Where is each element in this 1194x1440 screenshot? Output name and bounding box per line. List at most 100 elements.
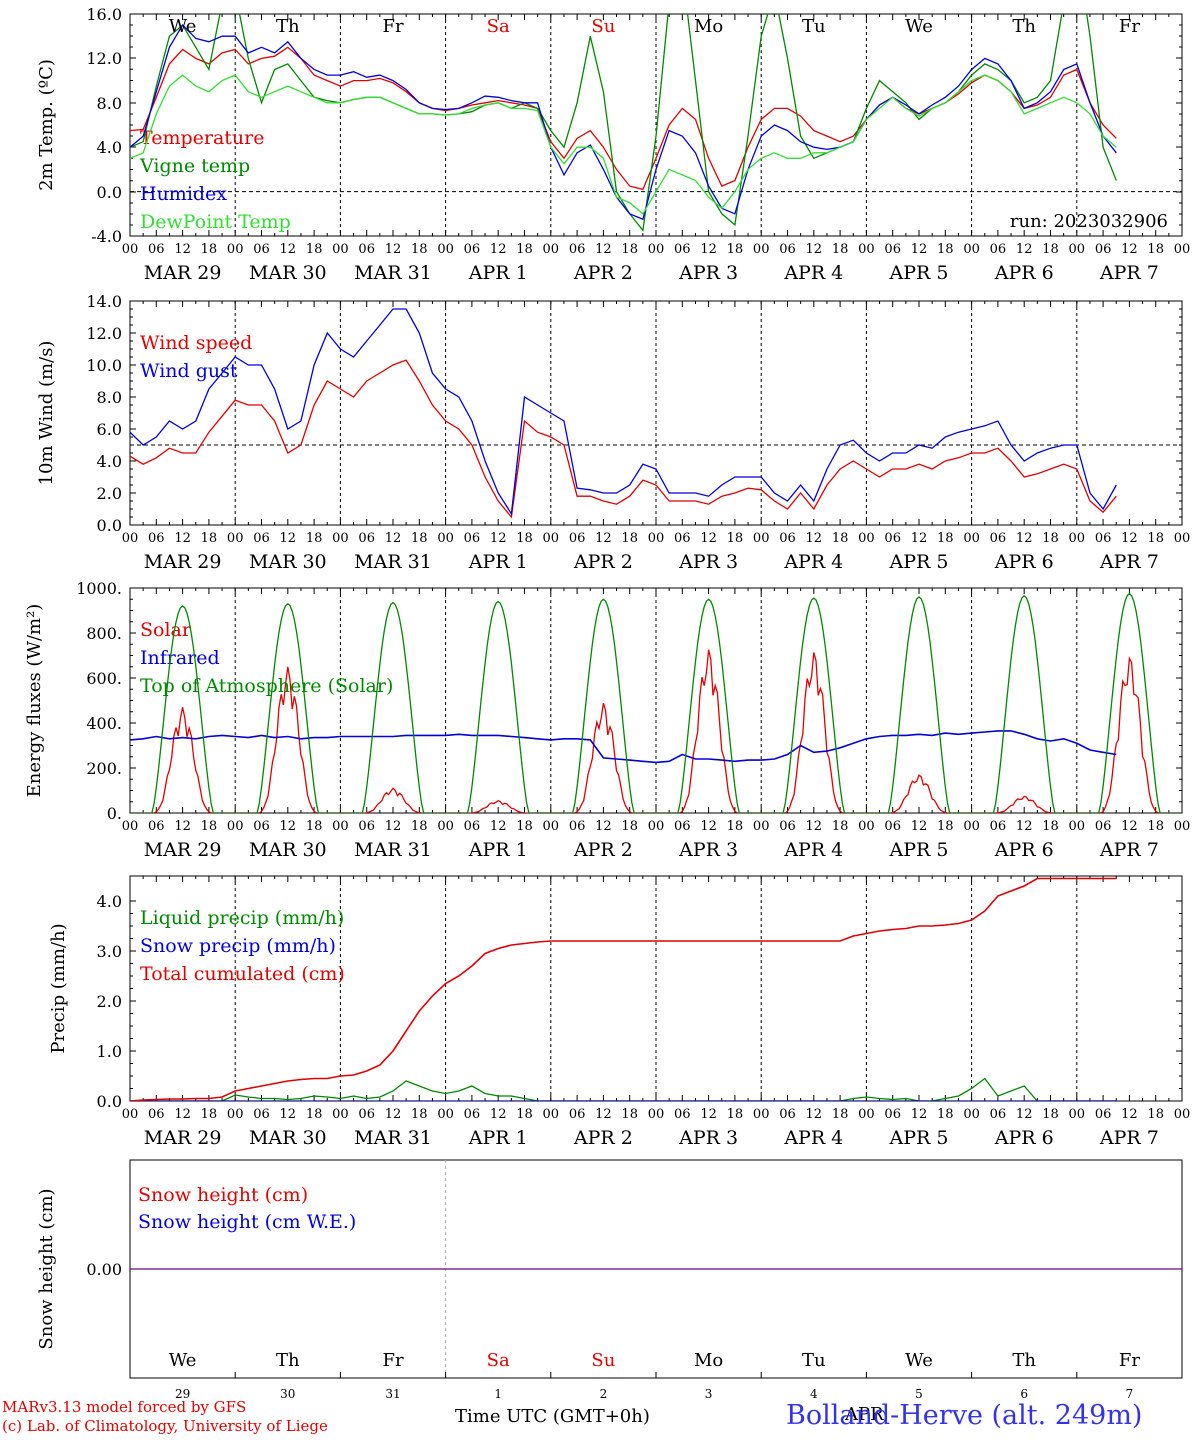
hour-tick-label: 00 [753,819,770,834]
hour-tick-label: 18 [937,242,954,257]
weekday-label: Mo [694,1350,723,1371]
hour-tick-label: 00 [122,819,139,834]
hour-tick-label: 06 [884,242,901,257]
day-label: APR 5 [889,551,949,573]
hour-tick-label: 06 [779,242,796,257]
hour-tick-label: 06 [253,819,270,834]
hour-tick-label: 18 [1147,242,1164,257]
station-name: Bolland-Herve (alt. 249m) [786,1400,1143,1431]
hour-tick-label: 06 [884,819,901,834]
weekday-label: Th [1012,16,1036,37]
hour-tick-label: 18 [937,819,954,834]
hour-tick-label: 18 [832,242,849,257]
model-label: MARv3.13 model forced by GFS [2,1398,247,1416]
day-number-label: 7 [1126,1387,1134,1401]
weekday-label: Th [1012,1350,1036,1371]
hour-tick-label: 18 [727,819,744,834]
hour-tick-label: 12 [700,531,717,546]
y-tick-label: 1.0 [97,1042,122,1061]
hour-tick-label: 18 [516,1107,533,1122]
hour-tick-label: 00 [543,531,560,546]
hour-tick-label: 00 [753,1107,770,1122]
hour-tick-label: 18 [832,531,849,546]
hour-tick-label: 18 [1147,531,1164,546]
y-tick-label: 8.0 [97,388,122,407]
hour-tick-label: 06 [464,1107,481,1122]
legend-entry: Wind gust [140,360,238,382]
series-line-temperature [130,46,1117,191]
hour-tick-label: 18 [306,242,323,257]
hour-tick-label: 00 [753,242,770,257]
hour-tick-label: 00 [648,531,665,546]
weekday-label: We [905,16,933,37]
y-tick-label: 0. [107,804,122,823]
day-label: MAR 31 [354,551,432,573]
hour-tick-label: 06 [990,242,1007,257]
weekday-label: We [169,1350,197,1371]
hour-tick-label: 12 [911,531,928,546]
y-tick-label: 400. [86,714,122,733]
day-label: APR 6 [994,551,1054,573]
hour-tick-label: 12 [490,1107,507,1122]
hour-tick-label: 00 [963,242,980,257]
day-label: APR 1 [468,1127,528,1149]
hour-tick-label: 18 [832,819,849,834]
hour-tick-label: 06 [148,1107,165,1122]
hour-tick-label: 06 [779,1107,796,1122]
hour-tick-label: 12 [700,1107,717,1122]
day-label: MAR 29 [144,839,222,861]
hour-tick-label: 00 [332,819,349,834]
hour-tick-label: 18 [516,819,533,834]
hour-tick-label: 00 [122,1107,139,1122]
hour-tick-label: 12 [700,242,717,257]
y-tick-label: 1000. [76,579,122,598]
y-tick-label: 0.00 [86,1260,122,1279]
hour-tick-label: 18 [411,1107,428,1122]
day-label: APR 3 [678,262,738,284]
legend-entry: Infrared [140,647,220,669]
day-label: MAR 31 [354,839,432,861]
hour-tick-label: 12 [490,242,507,257]
hour-tick-label: 12 [280,531,297,546]
hour-tick-label: 18 [621,242,638,257]
hour-tick-label: 06 [1095,1107,1112,1122]
hour-tick-label: 06 [674,819,691,834]
hour-tick-label: 18 [201,819,218,834]
series-line-liquid-precip-mm-h- [130,1077,1117,1101]
legend-entry: Snow height (cm) [138,1184,308,1206]
hour-tick-label: 00 [648,242,665,257]
hour-tick-label: 18 [727,531,744,546]
day-label: MAR 30 [249,262,327,284]
hour-tick-label: 06 [674,1107,691,1122]
day-label: APR 6 [994,262,1054,284]
weekday-label: Fr [382,16,403,37]
hour-tick-label: 18 [727,242,744,257]
hour-tick-label: 12 [595,1107,612,1122]
hour-tick-label: 18 [201,242,218,257]
hour-tick-label: 12 [1016,1107,1033,1122]
hour-tick-label: 18 [621,819,638,834]
weekday-label: Sa [487,1350,510,1371]
hour-tick-label: 06 [1095,819,1112,834]
hour-tick-label: 06 [990,1107,1007,1122]
day-label: APR 2 [573,839,633,861]
hour-tick-label: 06 [1095,242,1112,257]
hour-tick-label: 00 [437,242,454,257]
series-line-solar [130,649,1182,813]
hour-tick-label: 00 [122,242,139,257]
hour-tick-label: 12 [911,242,928,257]
hour-tick-label: 18 [832,1107,849,1122]
y-axis-label: 2m Temp. (ºC) [36,59,57,191]
hour-tick-label: 06 [464,242,481,257]
day-number-label: 30 [280,1387,295,1401]
y-tick-label: 3.0 [97,942,122,961]
day-label: APR 1 [468,262,528,284]
day-label: APR 4 [783,262,843,284]
hour-tick-label: 12 [806,242,823,257]
hour-tick-label: 12 [1121,242,1138,257]
hour-tick-label: 06 [358,1107,375,1122]
hour-tick-label: 12 [1121,1107,1138,1122]
y-tick-label: 6.0 [97,420,122,439]
x-axis-title: Time UTC (GMT+0h) [455,1406,650,1427]
